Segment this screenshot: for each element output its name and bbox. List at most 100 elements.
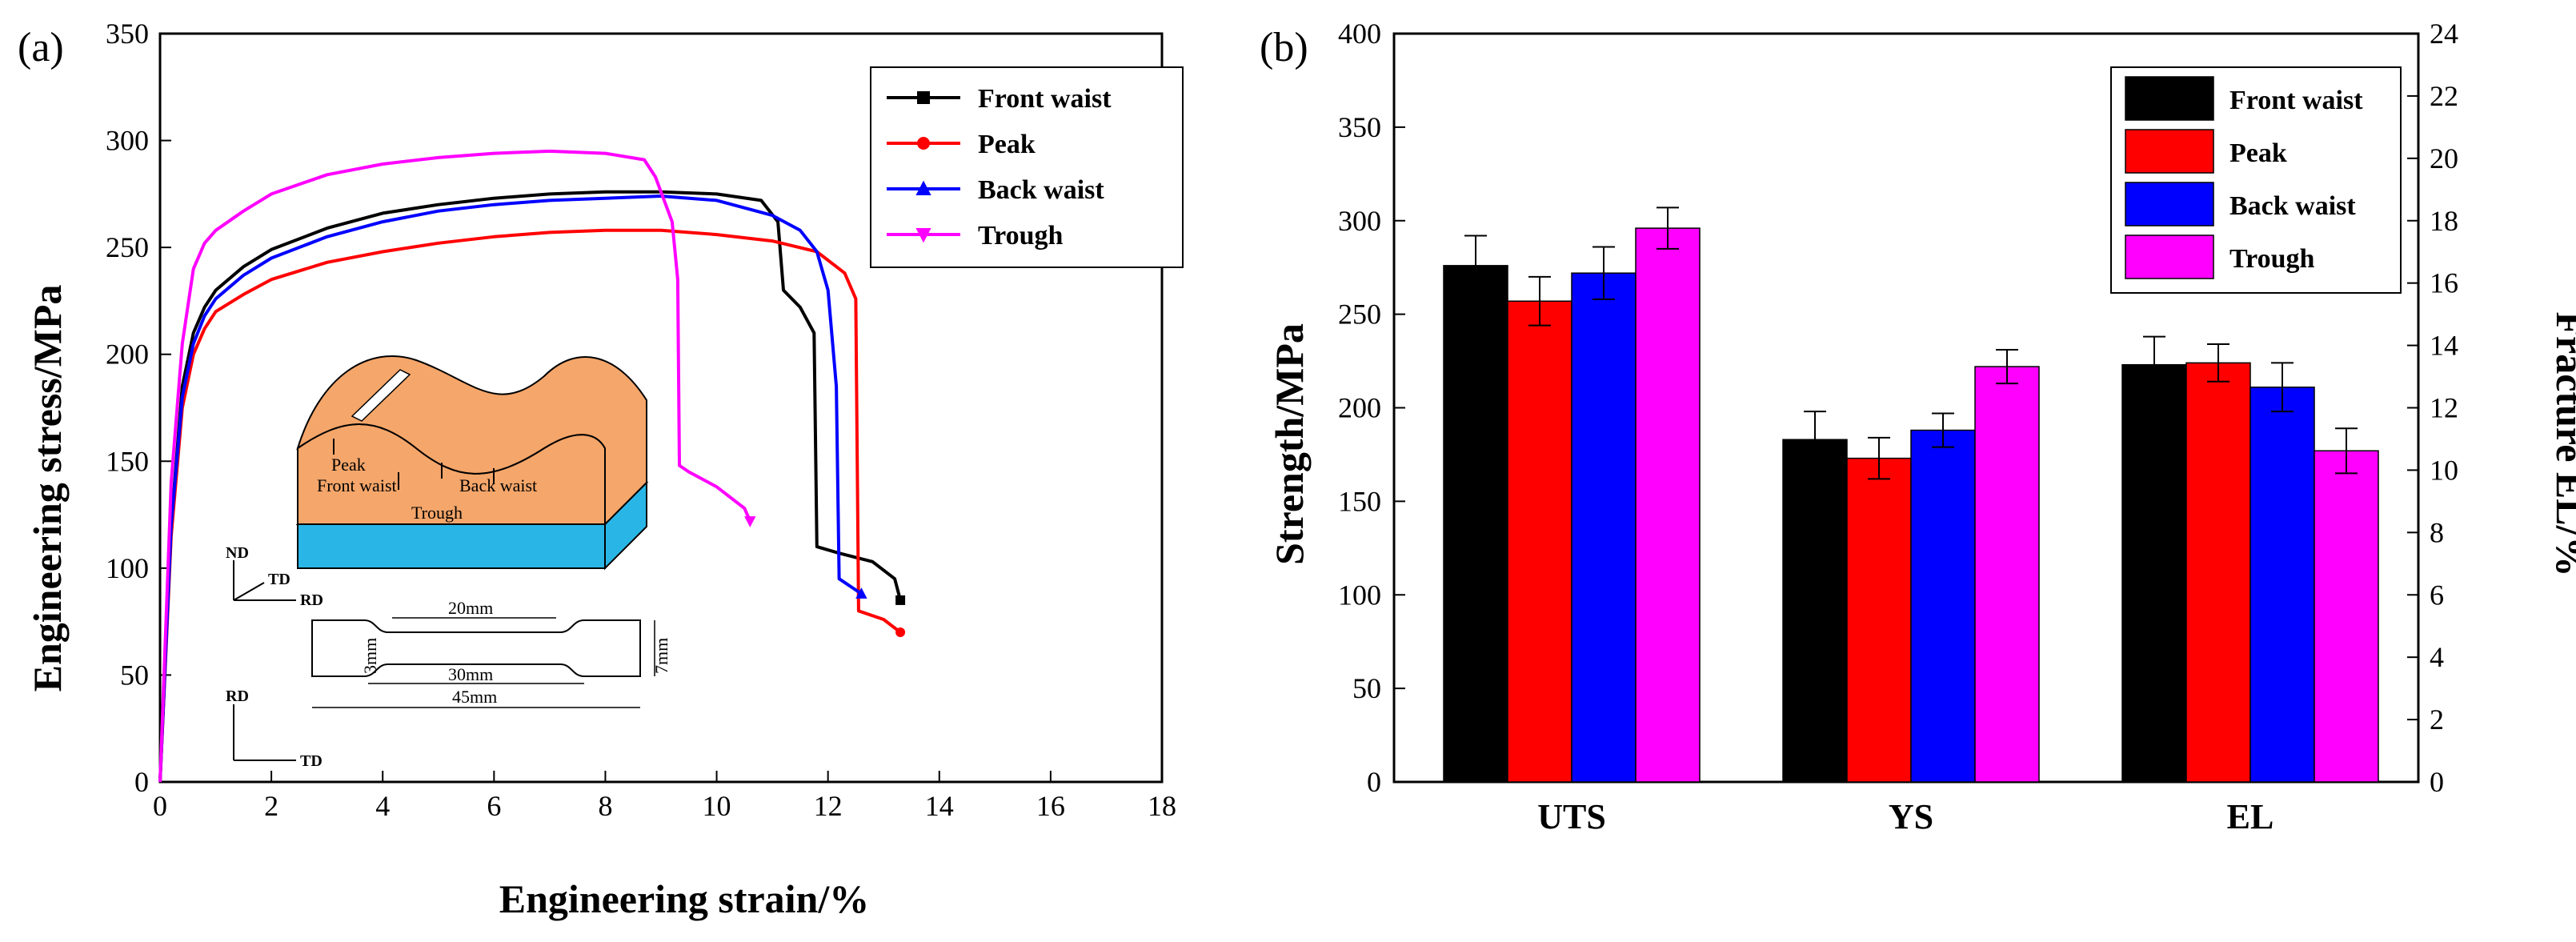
- panel-b-y2-tick-label: 4: [2430, 641, 2444, 673]
- legend-entry: Back waist: [978, 175, 1104, 205]
- category-label: EL: [2227, 797, 2274, 836]
- panel-b-y-tick-label: 50: [1352, 672, 1381, 704]
- panel-b-y2-axis-label: Fracture EL/%: [2548, 312, 2576, 577]
- inset-dogbone-specimen: [311, 619, 641, 677]
- legend-entry: Peak: [2229, 138, 2287, 168]
- legend-swatch: [2125, 76, 2214, 121]
- inset-label-td-top: TD: [268, 571, 290, 588]
- panel-b-legend: Front waist Peak Back waist Trough: [2110, 66, 2402, 294]
- bar-back-waist: [1910, 429, 1976, 783]
- inset-label-back-waist: Back waist: [459, 475, 537, 495]
- panel-a-x-tick-label: 2: [264, 790, 278, 822]
- legend-entry: Front waist: [2229, 86, 2363, 115]
- panel-b-y-tick-label: 400: [1338, 18, 1381, 50]
- legend-entry: Trough: [978, 221, 1064, 251]
- panel-b-y2-tick-label: 0: [2430, 766, 2444, 798]
- panel-a-x-axis-label: Engineering strain/%: [499, 876, 870, 921]
- bar-peak: [1507, 300, 1572, 783]
- panel-b-bars: [1443, 206, 2379, 783]
- panel-a-x-tick-label: 10: [703, 790, 731, 822]
- legend-swatch: [2125, 234, 2214, 279]
- panel-b: (b) 050100150200250300350400024681012141…: [1260, 18, 2576, 836]
- series-end-marker: [895, 595, 906, 605]
- panel-a-y-tick-label: 250: [106, 231, 149, 263]
- bar-front-waist: [2121, 363, 2187, 783]
- panel-label-b: (b): [1260, 25, 1308, 70]
- panel-a-x-tick-label: 4: [375, 790, 390, 822]
- panel-b-y2-tick-label: 12: [2430, 392, 2458, 424]
- inset-label-rd-top: RD: [300, 591, 323, 609]
- inset-trough-layer-front: [297, 523, 606, 569]
- panel-a-y-tick-label: 0: [134, 766, 149, 798]
- panel-b-y2-tick-label: 18: [2430, 205, 2458, 237]
- panel-a-axes: 0 2 4 6 8 10 12 14 16 18 0 50 100 150 200 250 300 350: [106, 18, 1176, 822]
- category-label: UTS: [1537, 797, 1606, 836]
- bar-trough: [1635, 227, 1701, 783]
- inset-label-nd: ND: [226, 544, 249, 562]
- panel-a-x-tick-label: 14: [925, 790, 954, 822]
- series-line-back-waist: [158, 194, 863, 783]
- inset-dim-45: 45mm: [452, 687, 497, 707]
- panel-a-x-tick-label: 12: [814, 790, 843, 822]
- panel-b-y-tick-label: 300: [1338, 205, 1381, 237]
- panel-b-y-tick-label: 200: [1338, 392, 1381, 424]
- panel-a-y-tick-label: 150: [106, 445, 149, 477]
- bar-back-waist: [2249, 387, 2315, 783]
- bar-peak: [2185, 362, 2251, 783]
- panel-a-legend: Front waist Peak Back waist Trough: [870, 66, 1184, 268]
- panel-b-y2-tick-label: 14: [2430, 330, 2458, 362]
- inset-td-axis: [233, 582, 265, 601]
- inset-label-trough: Trough: [411, 503, 463, 523]
- panel-a-y-tick-label: 200: [106, 339, 149, 371]
- series-end-marker: [895, 627, 906, 637]
- panel-b-y2-tick-label: 24: [2430, 18, 2458, 50]
- inset-dim-30: 30mm: [448, 664, 493, 684]
- panel-b-y2-tick-label: 6: [2430, 579, 2444, 611]
- panel-a-x-tick-label: 8: [598, 790, 612, 822]
- panel-a-y-tick-label: 100: [106, 552, 149, 584]
- legend-entry: Trough: [2229, 244, 2315, 274]
- series-end-marker: [855, 587, 867, 599]
- bar-front-waist: [1782, 439, 1848, 783]
- panel-b-y2-tick-label: 20: [2430, 142, 2458, 174]
- panel-a: (a) 0 2 4 6 8 10 12 14 16 18 0 50 100 150 200 250 300 350…: [18, 18, 1184, 921]
- inset-label-peak: Peak: [331, 455, 366, 475]
- inset-dim-3: 3mm: [360, 638, 380, 674]
- inset-dim-20: 20mm: [448, 598, 493, 618]
- panel-b-y2-tick-label: 2: [2430, 703, 2444, 736]
- inset-label-rd-bottom: RD: [226, 687, 249, 705]
- panel-a-series: [158, 149, 906, 783]
- series-line-trough: [158, 149, 752, 783]
- bar-peak: [1846, 457, 1912, 783]
- panel-a-x-tick-label: 16: [1036, 790, 1065, 822]
- panel-a-y-tick-label: 300: [106, 125, 149, 157]
- panel-b-y-tick-label: 250: [1338, 299, 1381, 331]
- panel-a-x-tick-label: 6: [487, 790, 501, 822]
- bar-trough: [2314, 450, 2379, 783]
- panel-b-y-tick-label: 0: [1367, 766, 1381, 798]
- panel-b-y2-tick-label: 8: [2430, 516, 2444, 548]
- bar-trough: [1974, 366, 2040, 783]
- series-end-marker: [744, 516, 756, 527]
- legend-entry: Peak: [978, 130, 1036, 159]
- legend-marker: [915, 228, 931, 243]
- panel-a-y-tick-label: 50: [120, 659, 149, 691]
- legend-swatch: [2125, 182, 2214, 226]
- panel-b-y-tick-label: 350: [1338, 111, 1381, 143]
- legend-swatch: [2125, 129, 2214, 174]
- panel-a-plot-frame: [158, 32, 1164, 784]
- legend-entry: Front waist: [978, 84, 1112, 114]
- panel-b-y-axis-label: Strength/MPa: [1267, 323, 1312, 565]
- panel-label-a: (a): [18, 25, 64, 70]
- inset-sample-slot: [351, 369, 411, 422]
- panel-b-y-tick-label: 100: [1338, 579, 1381, 611]
- category-label: YS: [1889, 797, 1933, 836]
- bar-back-waist: [1571, 272, 1637, 783]
- panel-a-y-axis-label: Engineering stress/MPa: [25, 285, 70, 692]
- panel-b-y2-tick-label: 10: [2430, 454, 2458, 486]
- legend-entry: Back waist: [2229, 191, 2356, 221]
- panel-a-x-tick-label: 0: [153, 790, 167, 822]
- inset-dim-7: 7mm: [651, 638, 671, 674]
- legend-marker: [915, 180, 931, 195]
